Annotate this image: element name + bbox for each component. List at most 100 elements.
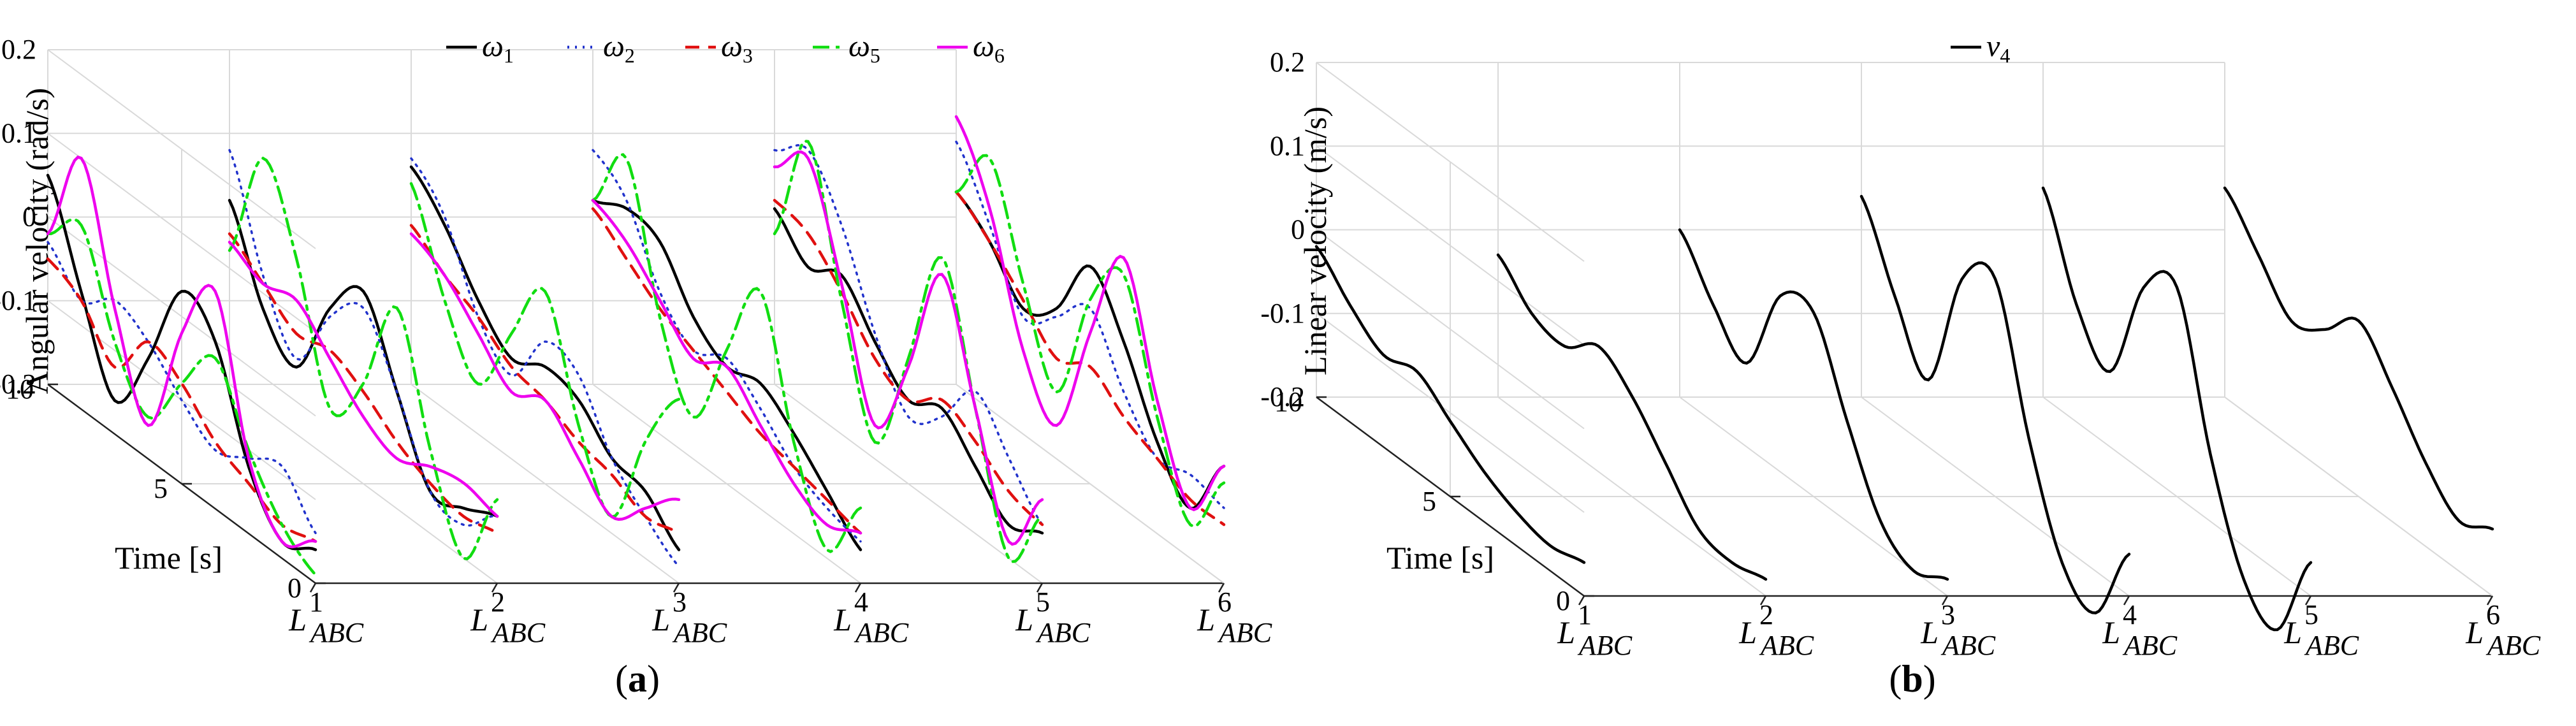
category-base: L xyxy=(1557,614,1575,650)
category-tick-mark xyxy=(1941,595,1949,606)
category-sub: ABC xyxy=(1217,617,1272,648)
series-ω6-segment-6 xyxy=(954,115,1226,512)
category-base: L xyxy=(833,602,852,637)
legend-label: ω2 xyxy=(603,29,635,67)
series-ω2-segment-4 xyxy=(592,149,862,543)
legend-symbol: ω xyxy=(721,29,743,63)
y-tick-label: -0.2 xyxy=(0,368,36,400)
series-ω1-segment-2 xyxy=(228,199,499,518)
series-v4-segment-4 xyxy=(1859,194,2131,614)
category-sub: ABC xyxy=(490,617,546,648)
category-sub: ABC xyxy=(2122,630,2178,661)
category-sub: ABC xyxy=(1940,630,1996,661)
category-base: L xyxy=(1920,614,1939,650)
category-sub: ABC xyxy=(854,617,909,648)
category-sup: 4 xyxy=(854,586,868,618)
category-base: L xyxy=(2465,614,2484,650)
y-tick-label: 0 xyxy=(22,201,36,233)
t-tick-label: 0 xyxy=(1556,585,1570,616)
series-ω3-segment-5 xyxy=(773,199,1044,526)
legend-symbol: v xyxy=(1986,29,2000,63)
axes xyxy=(47,50,1225,584)
category-sub: ABC xyxy=(672,617,727,648)
y-tick-label: -0.1 xyxy=(1260,298,1305,329)
legend-label: v4 xyxy=(1986,29,2010,67)
legend-symbol: ω xyxy=(603,29,625,63)
category-tick-mark xyxy=(1218,583,1225,593)
y-tick-label: -0.2 xyxy=(1260,381,1305,412)
category-sup: 5 xyxy=(2304,599,2318,630)
subplot-paren-close: ) xyxy=(1923,658,1936,700)
series-v4-segment-3 xyxy=(1678,228,1949,581)
right-floor-edge xyxy=(2224,396,2493,597)
legend-symbol: ω xyxy=(973,29,994,63)
t-tick-label: 0 xyxy=(287,572,302,604)
y-tick-label: 0 xyxy=(1291,214,1305,245)
t-tick-label: 10 xyxy=(1274,386,1302,417)
series-ω1-segment-3 xyxy=(409,165,681,551)
category-sup: 2 xyxy=(491,586,505,618)
category-base: L xyxy=(288,602,307,637)
grid-lines xyxy=(47,49,1225,584)
legend-label: ω3 xyxy=(721,29,753,67)
legend: v4 xyxy=(1951,29,2010,67)
legend-subscript: 1 xyxy=(504,44,514,67)
category-tick-mark xyxy=(673,583,680,593)
subplot-letter: a xyxy=(628,658,647,700)
series-v4-segment-6 xyxy=(2223,186,2494,531)
series-ω2-segment-2 xyxy=(228,149,498,527)
category-tick-mark xyxy=(2123,595,2130,606)
category-tick-mark xyxy=(309,583,317,593)
legend-symbol: ω xyxy=(848,29,870,63)
y-tick-label: 0.1 xyxy=(1,117,36,149)
category-tick-mark xyxy=(1578,595,1585,606)
category-base: L xyxy=(1197,602,1215,637)
series-ω5-segment-6 xyxy=(954,154,1226,528)
series-ω5-segment-2 xyxy=(228,156,499,561)
series-ω3-segment-1 xyxy=(46,257,317,543)
series-v4-segment-1 xyxy=(1314,245,1586,564)
series-v4-segment-5 xyxy=(2041,186,2313,632)
legend-subscript: 5 xyxy=(870,44,880,67)
series-ω2-segment-1 xyxy=(47,241,317,535)
series-ω5-segment-1 xyxy=(46,217,317,577)
series-v4-segment-2 xyxy=(1496,253,1768,581)
series-group xyxy=(1314,186,2494,632)
category-base: L xyxy=(2283,614,2302,650)
series-ω5-segment-5 xyxy=(773,140,1044,563)
series-ω3-segment-3 xyxy=(409,224,681,535)
series-ω1-segment-6 xyxy=(954,190,1226,510)
category-sub: ABC xyxy=(1577,630,1633,661)
series-ω2-segment-6 xyxy=(955,140,1225,509)
category-tick-mark xyxy=(1036,583,1044,593)
series-group xyxy=(46,115,1226,577)
subplot-paren-open: ( xyxy=(615,658,628,700)
time-axis-label: Time [s] xyxy=(1386,540,1494,576)
category-tick-mark xyxy=(491,583,498,593)
series-ω2-segment-5 xyxy=(773,144,1044,526)
subplot-paren-open: ( xyxy=(1889,658,1902,700)
series-ω6-segment-5 xyxy=(773,150,1044,546)
category-tick-mark xyxy=(1759,595,1767,606)
category-sup: 4 xyxy=(2123,599,2137,630)
subplot-label: (a) xyxy=(615,658,660,700)
legend-label: ω5 xyxy=(848,29,880,67)
category-sub: ABC xyxy=(2485,630,2541,661)
category-sub: ABC xyxy=(2304,630,2359,661)
series-ω6-segment-3 xyxy=(409,232,681,521)
panel-a-angular-velocity-chart: 0.20.10-0.1-0.21050L1ABCL2ABCL3ABCL4ABCL… xyxy=(0,29,1272,700)
time-axis-label: Time [s] xyxy=(115,540,222,576)
category-base: L xyxy=(470,602,488,637)
series-ω6-segment-2 xyxy=(228,240,499,518)
y-tick-label: -0.1 xyxy=(0,285,36,316)
series-ω5-segment-3 xyxy=(409,182,681,519)
